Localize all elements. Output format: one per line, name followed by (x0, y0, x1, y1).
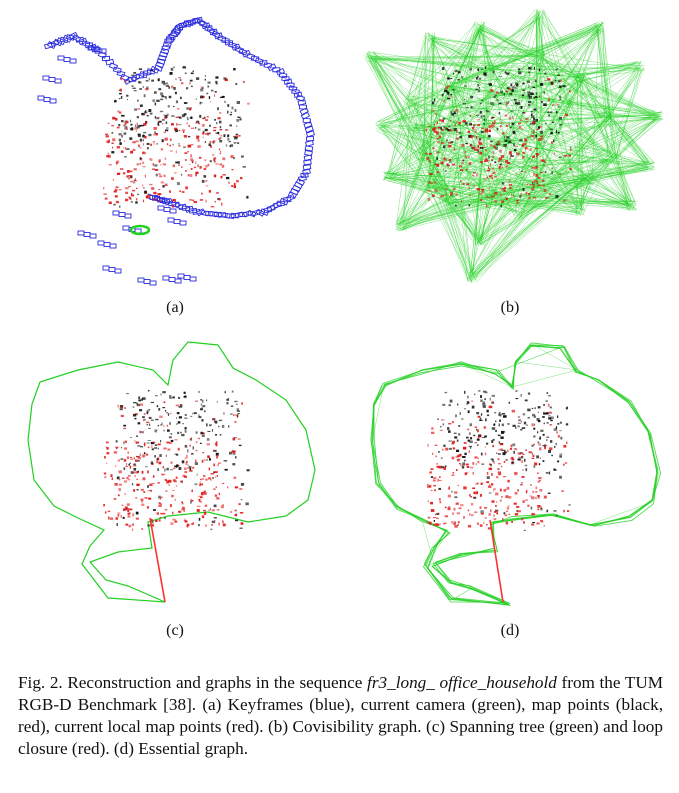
caption-sequence-name-part1: fr3_long_ (367, 673, 435, 692)
map-points (103, 66, 250, 208)
panel-b-figure (365, 9, 664, 284)
caption-text-start: Reconstruction and graphs in the sequenc… (67, 673, 363, 692)
loop-closure-edge (489, 519, 504, 603)
panel-a (18, 6, 348, 296)
caption-text-rest: from the TUM RGB-D Benchmark [38]. (a) K… (18, 673, 664, 758)
caption-fig-label: Fig. 2. (18, 673, 63, 692)
current-camera (129, 224, 151, 236)
panel-d-label: (d) (500, 622, 520, 639)
panel-a-figure (37, 16, 315, 286)
panel-a-label: (a) (166, 299, 184, 316)
loop-closure-edge (149, 517, 166, 603)
panel-d-figure (370, 342, 662, 606)
covisibility-graph (365, 9, 664, 284)
panel-c-figure (27, 341, 316, 603)
essential-graph (370, 342, 662, 606)
panel-c-label: (c) (166, 622, 184, 639)
caption-sequence-name-part2: office_household (439, 673, 557, 692)
panel-b (340, 6, 670, 296)
map-points (425, 66, 572, 208)
figure-caption: Fig. 2. Reconstruction and graphs in the… (18, 672, 663, 760)
panel-d (340, 330, 670, 620)
panel-b-label: (b) (500, 299, 520, 316)
map-points (103, 390, 250, 531)
panel-c (18, 330, 348, 620)
spanning-tree (27, 341, 316, 603)
map-points (426, 390, 571, 531)
